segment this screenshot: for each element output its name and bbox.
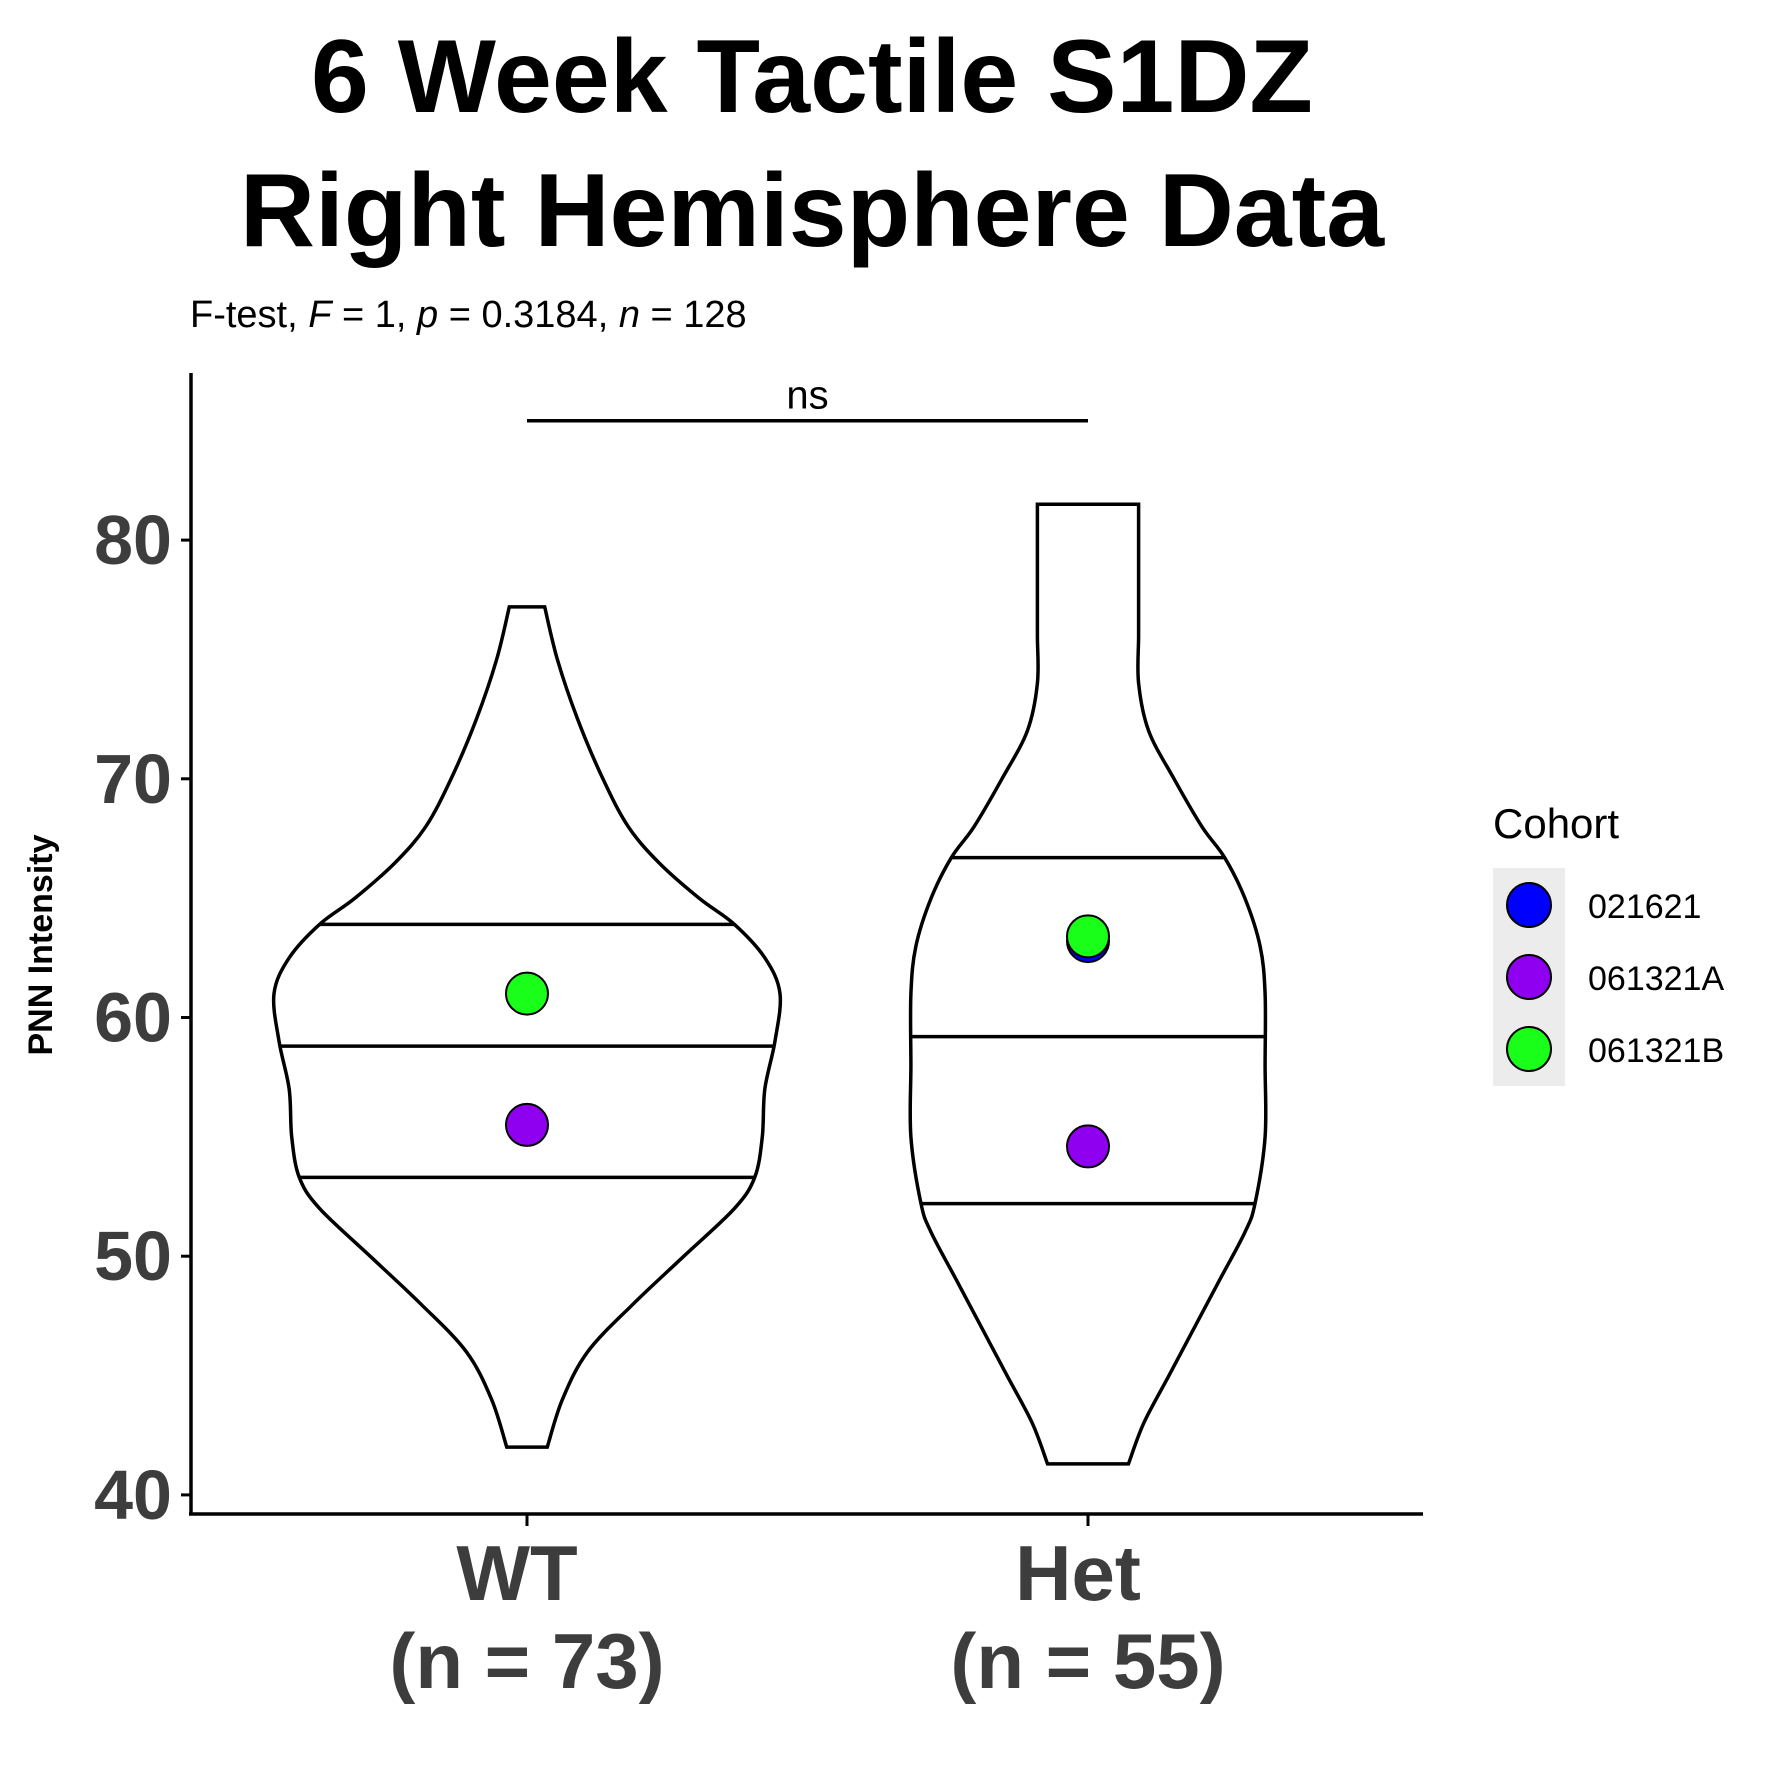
axes [189, 373, 1423, 1516]
y-ticks: 40 50 60 70 80 [94, 501, 191, 1534]
chart-title-line-1: 6 Week Tactile S1DZ [311, 19, 1313, 135]
x-tick-label: Het [1015, 1529, 1141, 1617]
points-layer [505, 914, 1110, 1169]
subtitle-p-symbol: p [416, 294, 438, 336]
violin-het [908, 502, 1268, 1466]
y-tick-label: 70 [94, 740, 172, 818]
chart-subtitle: F-test, F = 1, p = 0.3184, n = 128 [190, 294, 747, 336]
violin-wt [271, 605, 783, 1449]
y-tick-label: 40 [94, 1456, 172, 1534]
significance-bracket: ns [527, 374, 1088, 423]
subtitle-p-value: = 0.3184, [438, 294, 619, 336]
x-tick-sublabel: (n = 73) [389, 1617, 664, 1705]
subtitle-f-symbol: F [308, 294, 333, 336]
x-tick-label: WT [456, 1529, 577, 1617]
x-ticks: WT(n = 73) Het(n = 55) [389, 1514, 1226, 1705]
y-tick-label: 50 [94, 1217, 172, 1295]
y-tick-label: 80 [94, 501, 172, 579]
legend-swatch-061321B [1506, 1026, 1552, 1072]
significance-label: ns [786, 374, 828, 418]
y-tick-label: 60 [94, 978, 172, 1056]
x-tick-sublabel: (n = 55) [950, 1617, 1225, 1705]
legend-label: 061321B [1588, 1032, 1724, 1070]
legend: Cohort 021621 061321A 061321B [1493, 800, 1724, 1086]
legend-swatch-021621 [1506, 882, 1552, 928]
y-axis-title: PNN Intensity [22, 834, 60, 1055]
chart-title-line-2: Right Hemisphere Data [240, 153, 1385, 269]
legend-label: 021621 [1588, 888, 1701, 926]
cohort-point-061321B [1066, 914, 1110, 959]
subtitle-f-value: = 1, [331, 294, 417, 336]
subtitle-prefix: F-test, [190, 294, 308, 336]
subtitle-n-symbol: n [619, 294, 640, 336]
cohort-point-061321A [1066, 1124, 1110, 1169]
legend-label: 061321A [1588, 960, 1724, 998]
cohort-point-061321B [505, 971, 549, 1016]
subtitle-n-value: = 128 [640, 294, 747, 336]
violins-layer [271, 502, 1268, 1466]
cohort-point-061321A [505, 1102, 549, 1147]
legend-swatch-061321A [1506, 954, 1552, 1000]
legend-title: Cohort [1493, 800, 1619, 847]
